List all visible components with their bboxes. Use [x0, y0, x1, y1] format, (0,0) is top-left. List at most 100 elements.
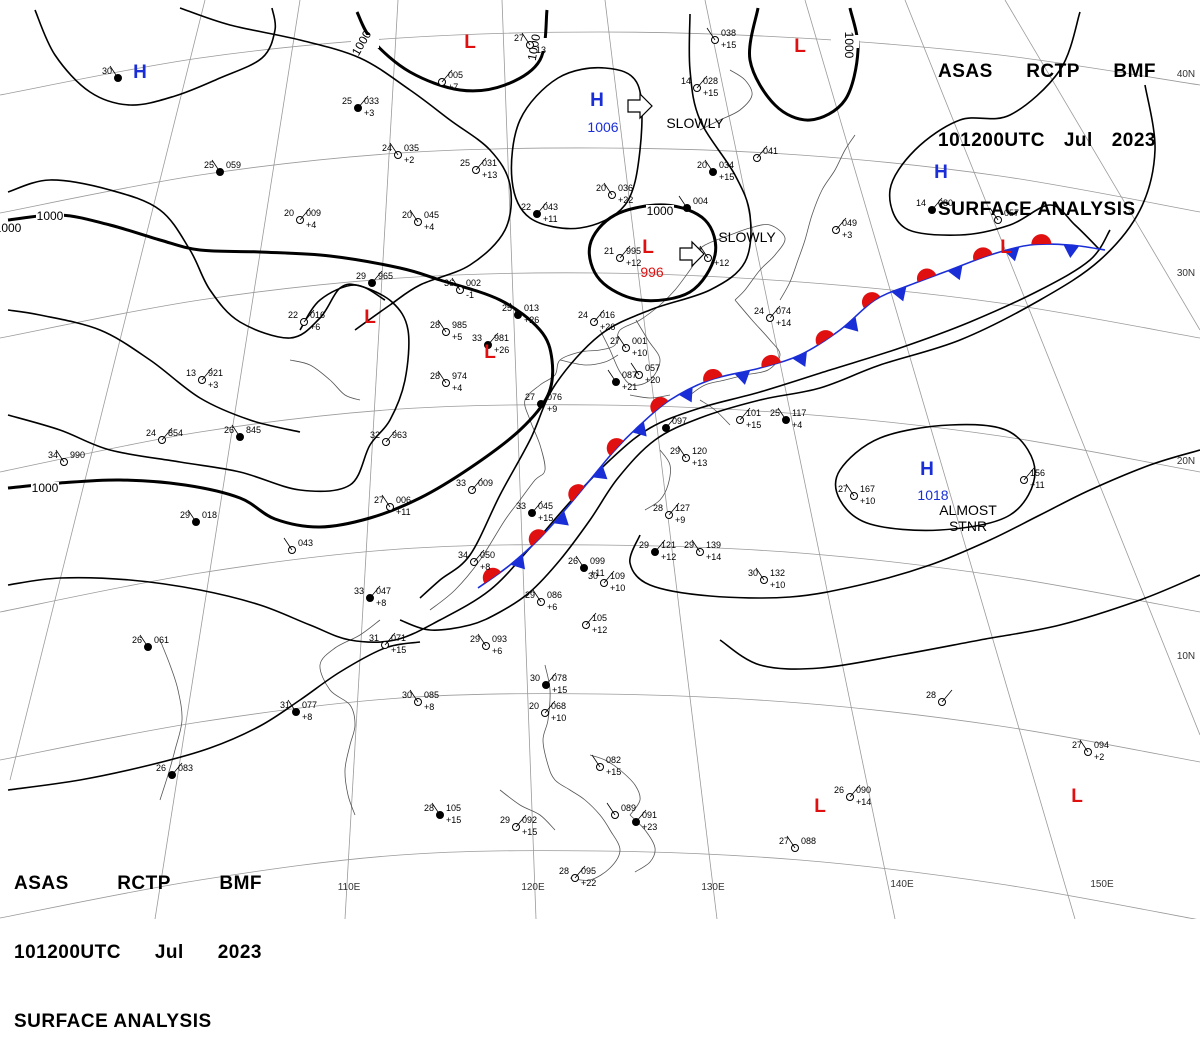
station-pressure: 016: [600, 310, 615, 320]
station-plot: 29 086 +6: [525, 589, 562, 612]
station-temperature: 30: [102, 66, 112, 76]
station-pressure: 009: [306, 208, 321, 218]
station-plot: 091+23: [632, 809, 657, 832]
station-temperature: 28: [653, 503, 663, 513]
isobar-label-bg: [0, 222, 22, 235]
station-plot: 33 009: [456, 477, 493, 494]
station-circle: [60, 458, 68, 466]
station-tendency: +15: [606, 767, 621, 777]
station-tendency: +7: [448, 82, 458, 92]
wind-barb: [540, 391, 552, 405]
latitude-line-3: [0, 404, 1200, 473]
station-plot: 101+15: [736, 407, 761, 430]
coastline-16: [289, 359, 361, 401]
station-temperature: 22: [288, 310, 298, 320]
warm-front-half-disc: [606, 438, 624, 456]
station-tendency: +10: [610, 583, 625, 593]
station-temperature: 28: [926, 690, 936, 700]
station-tendency: +14: [706, 552, 721, 562]
header-valid-month: Jul: [1063, 130, 1093, 151]
station-pressure: 009: [478, 478, 493, 488]
pressure-center-h-northwest-pacific: H: [934, 162, 948, 183]
header-title: SURFACE ANALYSIS: [938, 199, 1136, 220]
isobar-label: 1000: [647, 204, 674, 218]
isobar-label-bg: [831, 35, 859, 48]
station-pressure: 057: [1004, 208, 1019, 218]
wind-barb: [603, 570, 615, 584]
station-pressure: 080: [938, 198, 953, 208]
station-plot: 25 013 +26: [502, 302, 539, 325]
station-pressure: 031: [482, 158, 497, 168]
station-pressure: 981: [494, 333, 509, 343]
station-pressure: 092: [522, 815, 537, 825]
wind-barb: [357, 95, 369, 109]
latitude-line-1: [0, 147, 1200, 214]
longitude-label: 130E: [701, 882, 725, 893]
station-tendency: +11: [543, 214, 558, 224]
wind-barb: [231, 424, 241, 438]
station-tendency: +4: [792, 420, 802, 430]
wind-barb: [544, 700, 556, 714]
station-plot: 156+11: [1020, 467, 1045, 490]
station-pressure: 006: [396, 495, 411, 505]
station-plot: 089: [606, 802, 636, 819]
station-tendency: +15: [721, 40, 736, 50]
lat-lon-grid: [0, 0, 1200, 919]
pressure-center-l-east-pacific: L: [1071, 786, 1083, 807]
station-plot: 28 985 +5: [430, 319, 467, 342]
station-temperature: 25: [502, 303, 512, 313]
station-pressure: 076: [547, 392, 562, 402]
isobar-baiu-south: [7, 229, 1111, 643]
station-pressure: 057: [645, 363, 660, 373]
cold-front-triangle: [734, 370, 751, 385]
station-temperature: 30: [748, 568, 758, 578]
station-tendency: +10: [551, 713, 566, 723]
wind-barb: [409, 689, 419, 703]
wind-barb: [475, 157, 487, 171]
wind-barb: [585, 612, 597, 626]
wind-barb: [606, 802, 616, 816]
station-plot: 20 036 +22: [596, 182, 633, 205]
station-pressure: 086: [547, 590, 562, 600]
station-temperature: 14: [916, 198, 926, 208]
station-pressure: 088: [801, 836, 816, 846]
coastline-6: [699, 399, 731, 426]
wind-barb: [437, 370, 447, 384]
pressure-center-l-north-china: L: [464, 32, 476, 53]
station-temperature: 29: [670, 446, 680, 456]
station-tendency: +26: [494, 345, 509, 355]
station-pressure: 985: [452, 320, 467, 330]
station-tendency: +22: [618, 195, 633, 205]
station-plot: 31 077 +8: [280, 699, 317, 722]
wind-barb: [431, 802, 441, 816]
station-plot: 25 117 +4: [770, 407, 806, 430]
surface-analysis-map: 1000100010001000100010001000 30005+72713…: [0, 0, 1200, 919]
wind-barb: [201, 367, 213, 381]
station-plot: 22 016 +6: [288, 309, 325, 332]
longitude-label: 150E: [1090, 879, 1114, 890]
isobar-small-west-low: [299, 284, 386, 331]
latitude-line-2: [0, 272, 1200, 339]
station-temperature: 20: [697, 160, 707, 170]
stationary-front: [477, 234, 1106, 589]
station-temperature: 28: [424, 803, 434, 813]
pressure-center-l-japan-front: L: [1000, 237, 1012, 258]
station-temperature: 31: [369, 633, 379, 643]
station-plot: 30 078 +15: [530, 672, 567, 695]
wind-barb: [619, 245, 631, 259]
station-plot: 14 028 +15: [681, 75, 718, 98]
station-plot: 26 845: [224, 424, 261, 441]
station-temperature: 32: [370, 430, 380, 440]
header-product-1: ASAS: [938, 61, 993, 82]
station-plot: 24 035 +2: [382, 142, 419, 165]
isobar-label-bg: [351, 35, 379, 48]
station-pressure: 121: [661, 540, 676, 550]
wind-barb: [211, 159, 221, 173]
station-temperature: 14: [681, 76, 691, 86]
wind-barb: [849, 784, 861, 798]
station-tendency: +8: [302, 712, 312, 722]
warm-front-half-disc: [528, 529, 546, 547]
wind-barb: [287, 699, 297, 713]
coastline-13: [499, 789, 556, 831]
station-temperature: 28: [430, 371, 440, 381]
